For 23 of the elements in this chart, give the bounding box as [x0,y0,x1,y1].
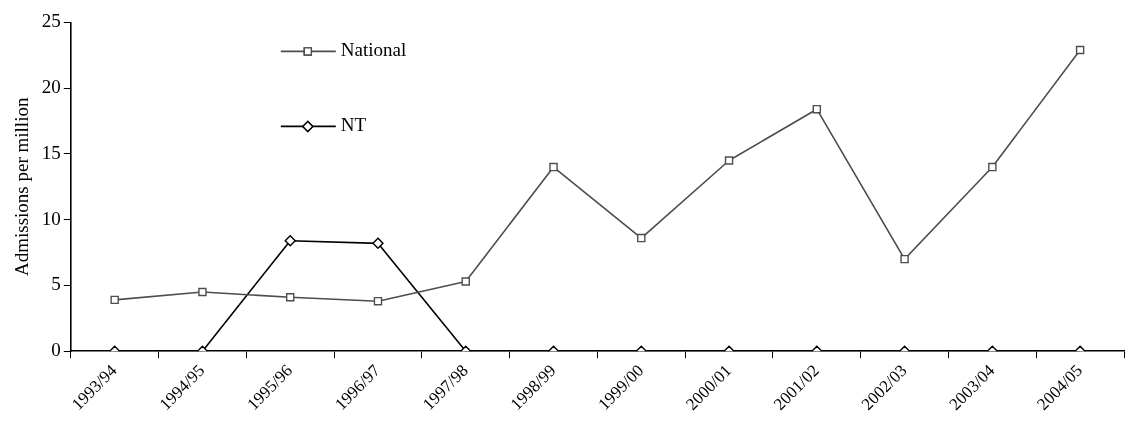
point [549,162,558,172]
point [461,277,470,286]
point [812,104,822,114]
legend-label: National [340,39,407,61]
y-axis-title: Admissions per million [11,97,33,276]
y-tick-label: 10 [41,207,61,229]
point [284,235,296,247]
point [373,296,383,306]
point [198,287,207,297]
point [1075,45,1085,55]
point [724,156,734,165]
point [900,254,909,264]
point [988,162,997,172]
y-tick-label: 15 [41,141,61,163]
point [372,237,384,250]
y-tick-label: 5 [51,273,61,295]
legend-label: NT [340,114,367,136]
point [637,233,646,243]
point [110,295,119,305]
y-tick-label: 25 [41,10,61,32]
y-tick-label: 20 [41,76,61,98]
y-tick-label: 0 [51,339,61,361]
point [285,293,295,302]
